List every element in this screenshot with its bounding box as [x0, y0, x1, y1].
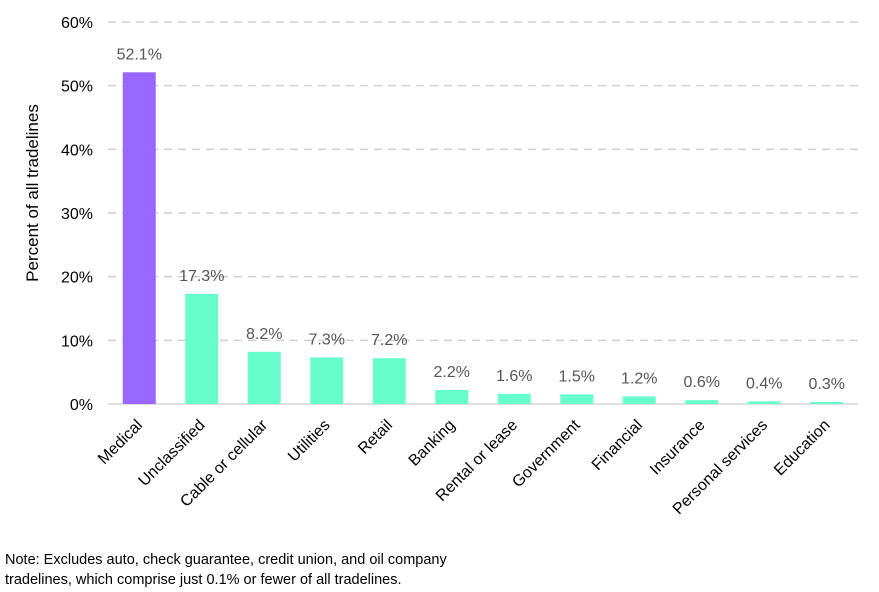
y-axis-tick-labels: 0% 10% 20% 30% 40% 50% 60% — [61, 15, 93, 414]
y-tick-label: 40% — [61, 142, 93, 159]
data-label: 52.1% — [117, 46, 162, 63]
data-label: 2.2% — [434, 364, 470, 381]
bar-utilities — [310, 357, 344, 404]
y-tick-label: 60% — [61, 15, 93, 32]
data-label: 1.5% — [559, 368, 595, 385]
x-tick-label: Medical — [95, 417, 146, 468]
data-label: 1.6% — [496, 368, 532, 385]
bar-rental-or-lease — [497, 393, 531, 404]
data-label: 7.3% — [309, 332, 345, 349]
bar-personal-services — [747, 401, 781, 404]
x-tick-label: Government — [509, 416, 584, 491]
bar-cable-or-cellular — [247, 351, 281, 404]
data-label: 17.3% — [179, 268, 224, 285]
y-tick-label: 10% — [61, 333, 93, 350]
bar-banking — [435, 389, 469, 404]
x-tick-label: Utilities — [285, 417, 333, 465]
y-tick-label: 30% — [61, 206, 93, 223]
data-label: 7.2% — [371, 332, 407, 349]
gridlines — [108, 21, 858, 342]
x-tick-label: Financial — [589, 417, 646, 474]
data-label: 8.2% — [246, 326, 282, 343]
bar-government — [560, 394, 594, 404]
bar-insurance — [685, 400, 719, 404]
x-tick-label: Banking — [406, 417, 459, 470]
x-tick-label: Education — [771, 417, 833, 479]
x-tick-label: Retail — [355, 417, 396, 458]
y-tick-label: 20% — [61, 270, 93, 287]
bars — [122, 72, 844, 405]
bar-financial — [622, 396, 656, 404]
footnote-line-1: Note: Excludes auto, check guarantee, cr… — [5, 552, 447, 568]
y-tick-label: 0% — [70, 397, 93, 414]
bar-unclassified — [185, 293, 219, 404]
data-label: 0.4% — [746, 375, 782, 392]
y-tick-label: 50% — [61, 79, 93, 96]
data-label: 1.2% — [621, 370, 657, 387]
data-label: 0.3% — [809, 376, 845, 393]
bar-retail — [372, 358, 406, 404]
x-tick-label: Insurance — [647, 417, 709, 479]
data-labels: 52.1% 17.3% 8.2% 7.3% 7.2% 2.2% 1.6% 1.5% 1.2% 0.… — [117, 46, 845, 393]
bar-medical — [122, 72, 156, 405]
footnote: Note: Excludes auto, check guarantee, cr… — [5, 550, 525, 590]
y-axis-label: Percent of all tradelines — [23, 104, 42, 282]
bar-education — [810, 402, 844, 404]
data-label: 0.6% — [684, 374, 720, 391]
footnote-line-2: tradelines, which comprise just 0.1% or … — [5, 572, 402, 588]
